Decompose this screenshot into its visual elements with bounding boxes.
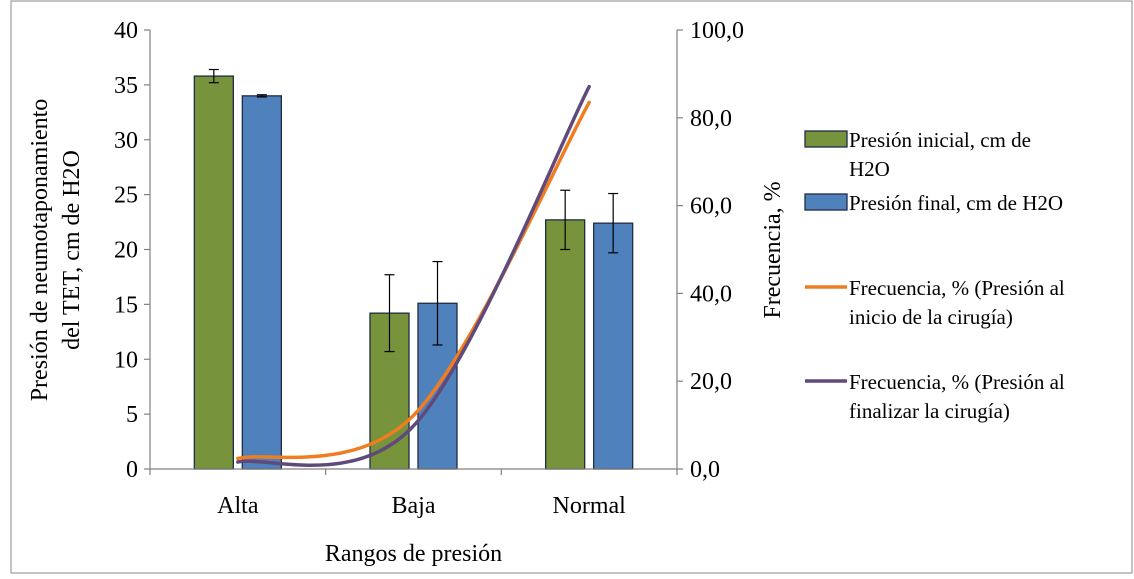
y-tick-label-left: 5 — [126, 402, 138, 428]
error-bar — [384, 274, 395, 353]
line-frecuencia-inicio — [236, 100, 591, 461]
bar-inicial-alta — [193, 75, 234, 470]
y-tick-label-left: 10 — [114, 347, 138, 373]
error-bar — [608, 192, 619, 254]
y-axis-title-right: Frecuencia, % — [760, 181, 786, 318]
bar-inicial-normal — [545, 219, 586, 470]
bar-final-alta — [241, 95, 282, 470]
legend-label: Frecuencia, % (Presión al finalizar la ci… — [849, 370, 1065, 423]
error-bar — [560, 189, 571, 251]
x-tick-label-normal: Normal — [553, 493, 627, 519]
legend-swatch — [804, 130, 848, 148]
legend-entry-2: Presión final, cm de H2O — [804, 191, 1063, 215]
bar-final-normal — [593, 222, 634, 470]
y-tick-label-right: 0,0 — [690, 457, 720, 483]
error-bar — [256, 94, 267, 98]
legend-entry-3: Frecuencia, % (Presión al inicio de la ci… — [805, 276, 1065, 329]
x-axis-title: Rangos de presión — [325, 541, 502, 567]
y-tick-label-left: 20 — [114, 238, 138, 264]
legend-entry-1: Presión inicial, cm de H2O — [804, 128, 1031, 181]
legend-label: Frecuencia, % (Presión al inicio de la ci… — [849, 276, 1065, 329]
y-tick-label-right: 100,0 — [690, 18, 744, 44]
y-tick-label-left: 25 — [114, 183, 138, 209]
error-bars-layer — [208, 68, 619, 353]
x-tick-label-baja: Baja — [392, 493, 436, 519]
error-bar — [208, 68, 219, 84]
y-tick-label-right: 20,0 — [690, 369, 732, 395]
y-tick-label-right: 80,0 — [690, 106, 732, 132]
y-tick-label-left: 0 — [126, 457, 138, 483]
axes-layer: 0 5 10 15 20 25 30 35 40 0,0 20,0 40,0 60,0 80,0 100,0… — [27, 18, 786, 567]
y-tick-label-left: 30 — [114, 128, 138, 154]
y-tick-label-right: 40,0 — [690, 281, 732, 307]
legend-entry-4: Frecuencia, % (Presión al finalizar la ci… — [805, 370, 1065, 423]
y-tick-label-left: 40 — [114, 18, 138, 44]
x-tick-label-alta: Alta — [217, 493, 259, 519]
y-tick-label-right: 60,0 — [690, 194, 732, 220]
line-frecuencia-final — [236, 84, 591, 467]
y-tick-label-left: 15 — [114, 292, 138, 318]
legend-label: Presión final, cm de H2O — [849, 191, 1063, 215]
error-bar — [432, 260, 443, 346]
legend-label: Presión inicial, cm de H2O — [849, 128, 1031, 181]
lines-layer — [236, 84, 591, 467]
y-axis-title-left: Presión de neumotaponamiento del TET, cm … — [27, 99, 85, 402]
legend: Presión inicial, cm de H2O Presión final, … — [804, 128, 1065, 423]
legend-swatch — [804, 193, 848, 211]
y-tick-label-left: 35 — [114, 73, 138, 99]
